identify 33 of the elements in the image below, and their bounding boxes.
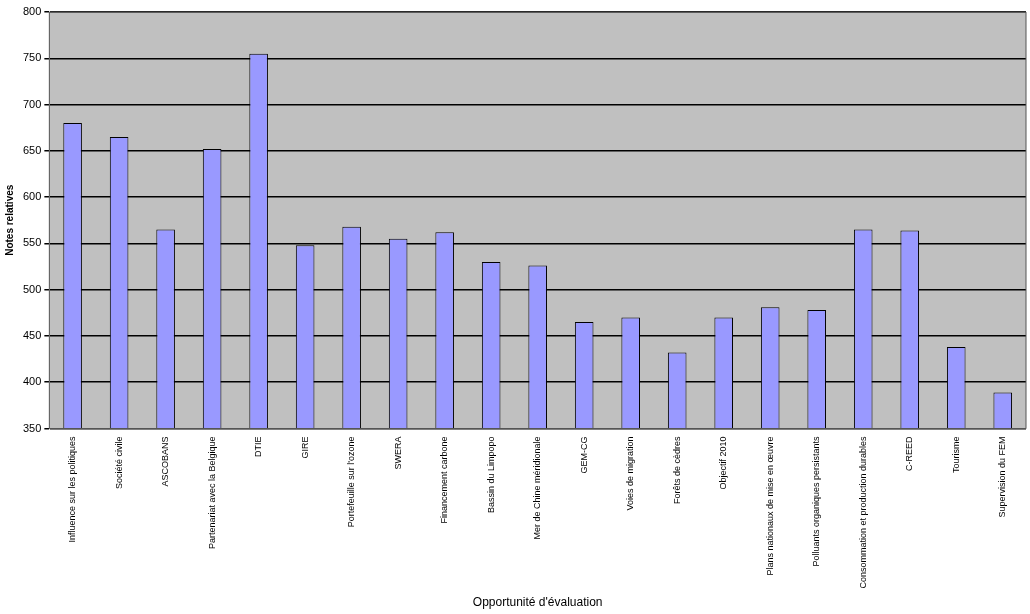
y-tick-label: 450 (22, 328, 42, 341)
y-tick-label: 600 (22, 190, 42, 203)
x-tick-label: Plans nationaux de mise en œuvre (764, 436, 775, 576)
y-tick-label: 550 (22, 236, 42, 249)
x-tick-label: Mer de Chine méridionale (532, 436, 543, 540)
x-tick-label: GIRE (299, 436, 310, 459)
x-tick-label: Société civile (113, 436, 124, 490)
x-tick-label: C-REED (904, 436, 915, 472)
y-tick-label: 400 (22, 375, 42, 388)
x-tick-label: Financement carbone (439, 436, 450, 524)
y-tick-label: 800 (22, 5, 42, 18)
y-tick-label: 350 (22, 421, 42, 434)
y-tick-label: 500 (22, 282, 42, 295)
x-tick-label: SWERA (392, 436, 403, 470)
x-tick-label: Supervision du FEM (997, 436, 1008, 518)
x-tick-label: Portefeuille sur l'ozone (346, 436, 357, 528)
y-tick-label: 750 (22, 51, 42, 64)
x-tick-label: Bassin du Limpopo (485, 436, 496, 514)
x-tick-label: Partenariat avec la Belgique (206, 436, 217, 550)
x-axis-title: Opportunité d'évaluation (472, 595, 603, 610)
y-tick-label: 650 (22, 143, 42, 156)
x-tick-label: Polluants organiques persistants (811, 436, 822, 567)
y-axis-title: Notes relatives (3, 184, 15, 256)
y-tick-label: 700 (22, 97, 42, 110)
x-tick-label: DTIE (253, 436, 264, 458)
x-tick-label: Voies de migration (625, 436, 636, 511)
x-tick-label: Tourisme (950, 436, 961, 474)
x-tick-label: Consommation et production durables (857, 436, 868, 589)
x-tick-label: Objectif 2010 (718, 436, 729, 490)
x-tick-label: Influence sur les politiques (67, 436, 78, 543)
x-tick-label: Forêts de cèdres (671, 436, 682, 505)
x-tick-label: ASCOBANS (160, 436, 171, 487)
x-tick-label: GEM-CG (578, 436, 589, 474)
